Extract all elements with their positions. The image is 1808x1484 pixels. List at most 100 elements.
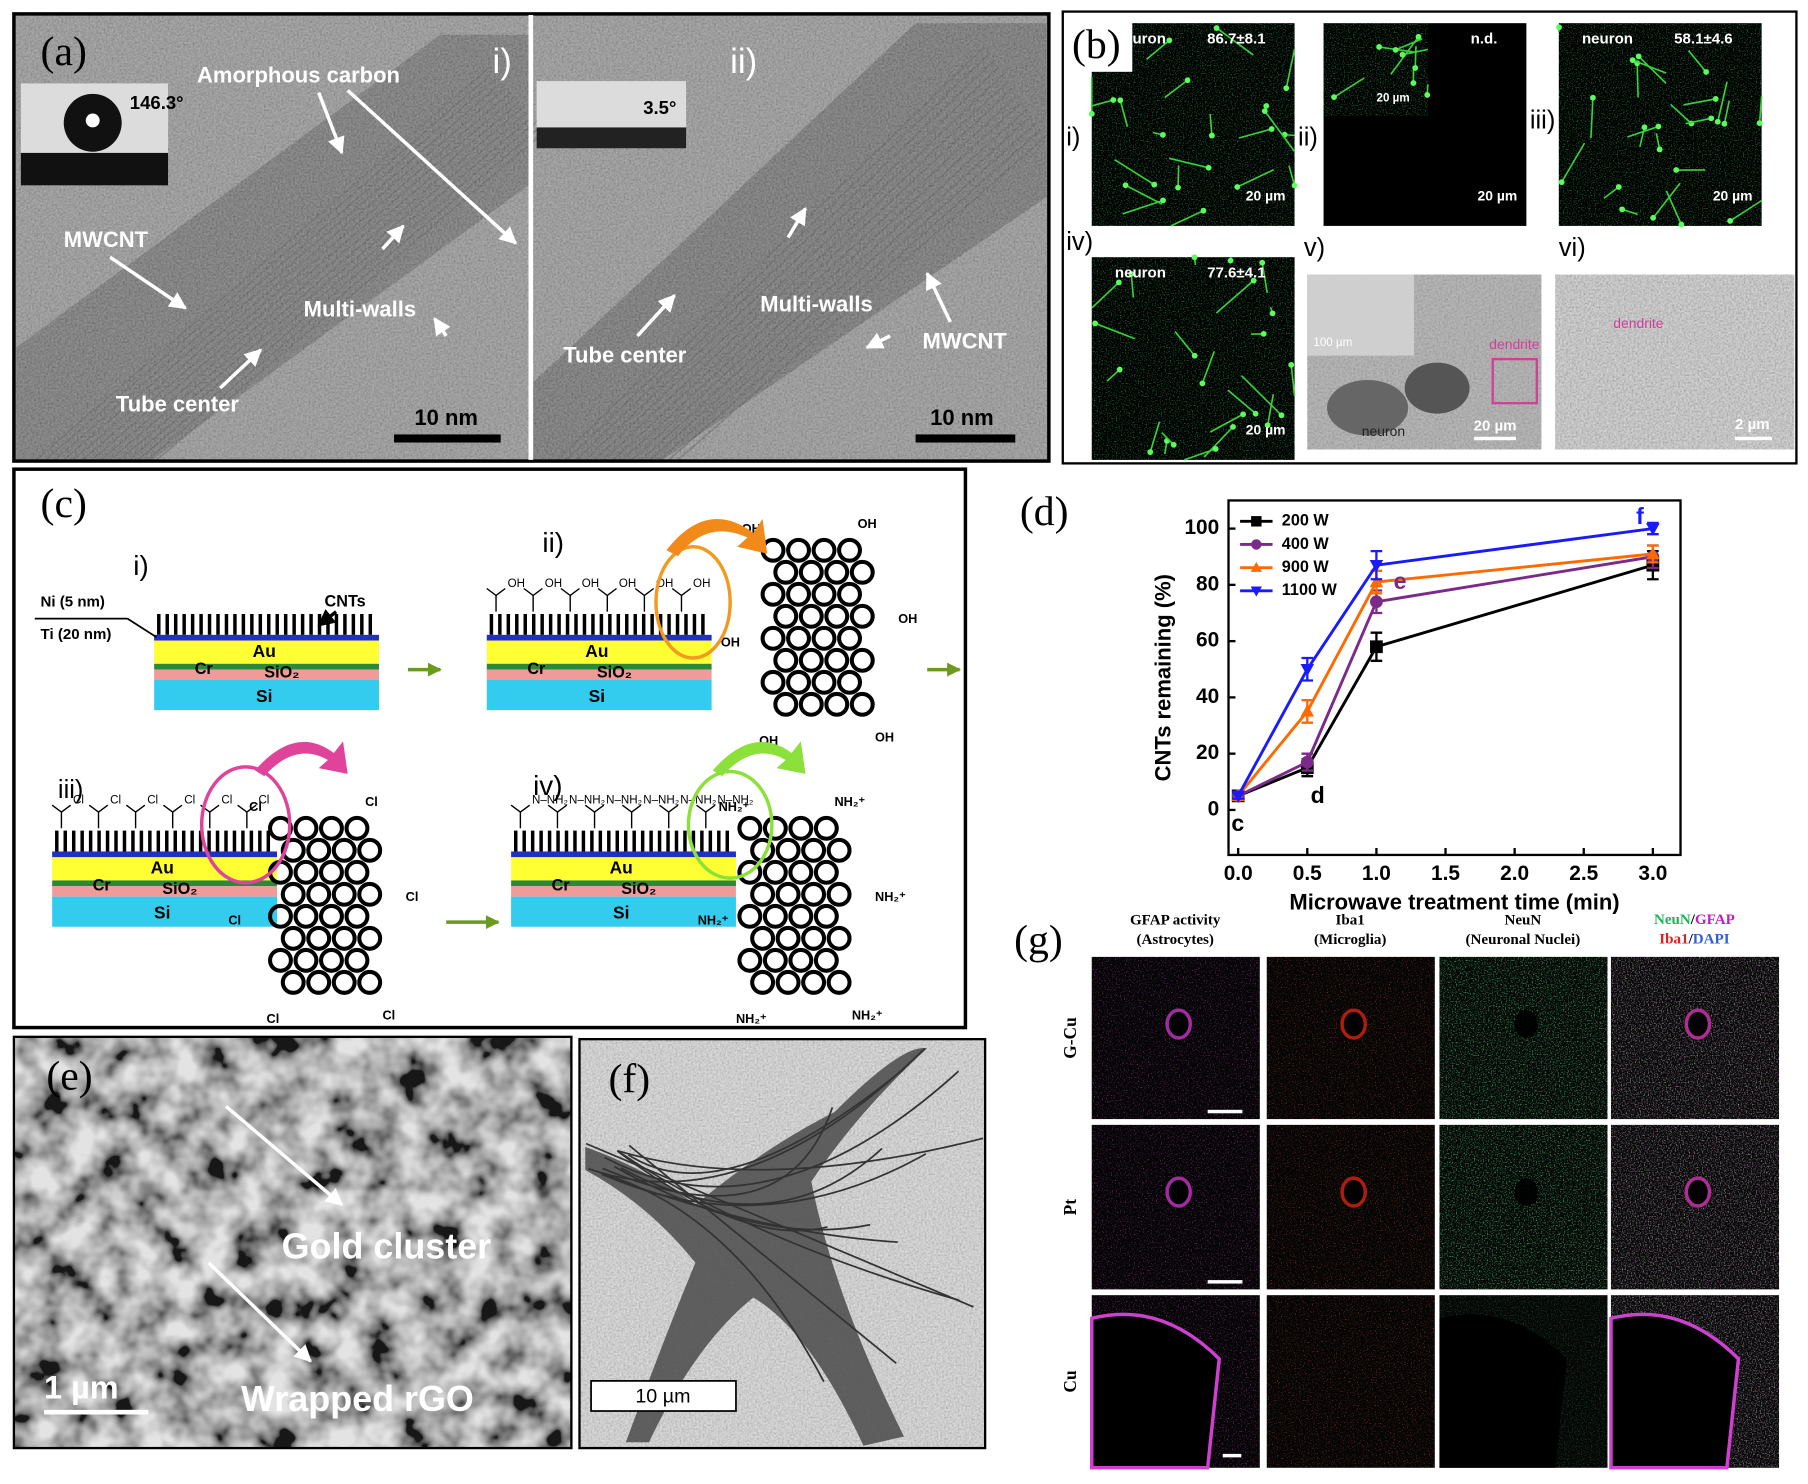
ring [775,881,801,907]
soma [1291,182,1298,189]
layer-label: Cr [527,660,546,678]
x-tick-label: 1.0 [1362,862,1391,885]
arrow [317,609,338,627]
soma [1404,362,1470,414]
micrograph-signal [1266,1295,1435,1468]
ring [760,581,786,607]
value: 86.7±8.1 [1207,30,1265,47]
sub-label: i) [1066,124,1080,152]
annotation: Ti (20 nm) [41,626,112,643]
ring [773,691,799,717]
layer-label: Si [589,686,605,706]
layer-label: Cr [552,877,571,895]
neurite [1261,262,1269,294]
value: 58.1±4.6 [1674,30,1732,47]
ring [344,815,370,841]
highlight-ring [654,545,732,660]
group-label: OH [721,634,740,649]
soma [1184,77,1191,84]
implant-site [1340,1176,1368,1208]
ring [788,815,814,841]
header-part: / [1688,932,1694,948]
ring [811,581,837,607]
ring [357,969,383,995]
neurite [1216,27,1254,56]
ring [293,947,319,973]
soma [1655,123,1662,130]
point-label: f [1636,503,1644,529]
soma [1278,412,1285,419]
soma [1641,124,1648,131]
marker [1370,640,1383,654]
marker [1250,561,1262,572]
scale-label: 20 µm [1474,417,1517,434]
ring [344,947,370,973]
layer [511,880,736,887]
neurite [1266,394,1275,426]
implant-site [1165,1176,1193,1208]
ring [813,859,839,885]
header-part: / [1690,912,1696,928]
soma [1259,259,1266,266]
neurite [1164,79,1189,99]
ring [773,559,799,585]
annotation: MWCNT [923,329,1008,354]
annotation: Tube center [563,343,687,368]
series-line [1236,527,1654,797]
scale-label: 100 µm [1313,337,1352,349]
soma [1392,46,1399,53]
row-label: G-Cu [1061,1017,1080,1059]
neurite [1215,280,1255,314]
panel-label: (e) [46,1053,92,1099]
soma [1556,24,1562,31]
soma [1160,197,1166,204]
y-tick-label: 80 [1196,572,1219,595]
soma [1269,310,1276,317]
soma [1650,214,1657,221]
marker [1300,664,1315,677]
neurite [1236,168,1275,188]
bond [162,804,183,829]
layer [154,640,379,664]
annotation: Tube center [116,391,240,416]
label-bg [1072,16,1133,72]
layer-label: SiO₂ [597,663,632,681]
soma [1399,51,1406,58]
annotation: MWCNT [64,227,149,252]
ring [331,969,357,995]
neurite [1094,322,1136,340]
cell-label: neuron [1115,264,1166,281]
group-label: Cl [365,794,378,809]
ring [788,859,814,885]
ring [798,647,824,673]
group-label: Cl [382,1007,395,1022]
ring [837,669,862,695]
sub-label: v) [1304,234,1325,262]
neurite [1290,364,1296,397]
row-label: Pt [1061,1199,1080,1216]
soma [1264,422,1271,429]
step-label: iii) [58,776,83,804]
soma [1110,97,1117,103]
ring [786,669,811,695]
soma [1227,257,1234,264]
column-header: (Astrocytes) [1136,932,1213,948]
ring [849,691,875,717]
ring [824,559,850,585]
ring [280,969,306,995]
soma [1415,33,1422,40]
bond [696,804,716,829]
fiber [600,1172,825,1383]
soma [1629,57,1636,64]
cell-label: dendrite [1613,315,1663,331]
ring [837,625,862,651]
ring [750,969,776,995]
fluorescence-noise [1091,257,1295,460]
legend-label: 1100 W [1282,581,1338,599]
soma [1714,118,1721,125]
soma [1590,94,1596,101]
ring [786,625,811,651]
ring [293,903,319,929]
ring [824,647,850,673]
neurite [1210,413,1244,433]
